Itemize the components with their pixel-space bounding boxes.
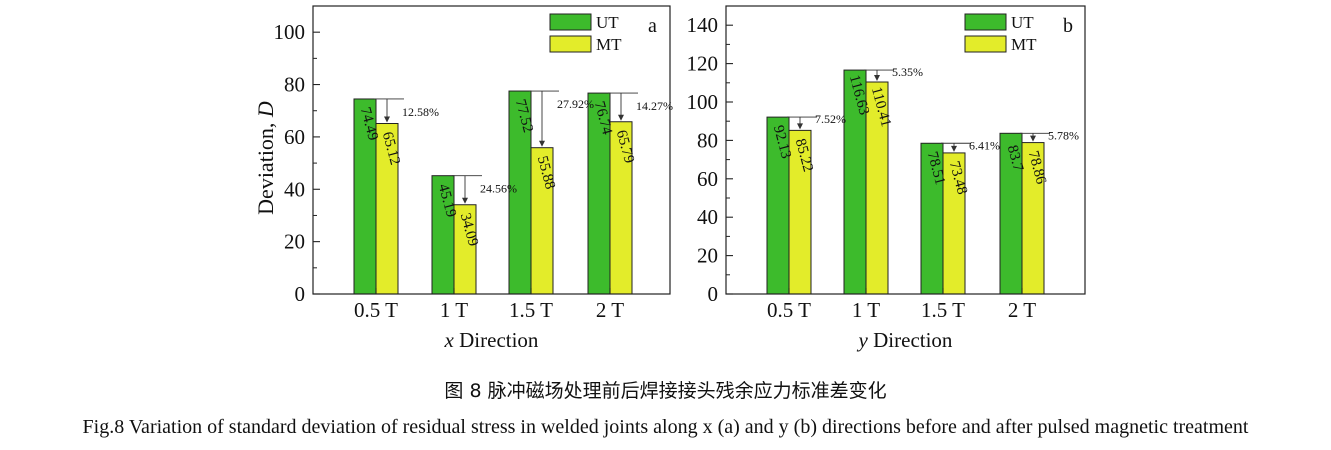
y-tick-label-80: 80 (284, 73, 305, 97)
y-tick-label-40: 40 (284, 177, 305, 201)
y-tick-label-100: 100 (274, 20, 306, 44)
legend-swatch-mt (549, 35, 592, 53)
reduction-label-2: 6.41% (969, 138, 1000, 152)
plot-frame (725, 5, 1086, 295)
legend-label-mt: MT (596, 35, 622, 54)
y-tick-label-0: 0 (708, 282, 719, 306)
reduction-arrow-head-1 (462, 197, 468, 204)
reduction-label-2: 27.92% (557, 97, 594, 111)
y-tick-label-40: 40 (697, 205, 718, 229)
y-tick-label-120: 120 (687, 52, 719, 76)
chart-panel-a: 12.58%24.56%27.92% 14.27%74.4965.1245.193… (253, 5, 673, 352)
chart-panel-b: 7.52%5.35%6.41%5.78%92.1385.22116.63110.… (687, 5, 1086, 352)
figure-caption-chinese: 图 8 脉冲磁场处理前后焊接接头残余应力标准差变化 (444, 380, 887, 402)
value-label-ut-3: 83.7 (1004, 144, 1026, 174)
x-axis-title: x Direction (444, 328, 539, 352)
y-tick-label-100: 100 (687, 90, 719, 114)
reduction-arrow-head-3 (1030, 135, 1036, 142)
plot-frame (312, 5, 671, 295)
x-tick-label-0: 0.5 T (354, 298, 398, 322)
legend-swatch-ut (964, 13, 1007, 31)
x-tick-label-2: 1.5 T (921, 298, 965, 322)
legend-swatch-mt (964, 35, 1007, 53)
legend-label-ut: UT (596, 13, 619, 32)
x-tick-label-1: 1 T (852, 298, 880, 322)
y-tick-label-60: 60 (284, 125, 305, 149)
y-tick-label-60: 60 (697, 167, 718, 191)
x-tick-label-2: 1.5 T (509, 298, 553, 322)
panel-letter: b (1063, 15, 1073, 37)
reduction-arrow-head-2 (539, 140, 545, 147)
x-tick-label-1: 1 T (440, 298, 468, 322)
y-tick-label-20: 20 (697, 244, 718, 268)
y-tick-label-20: 20 (284, 230, 305, 254)
reduction-label-3: 14.27% (636, 99, 673, 113)
y-axis-title: Deviation, D (253, 101, 278, 215)
panel-letter: a (648, 15, 657, 37)
reduction-arrow-head-0 (797, 123, 803, 130)
legend-label-mt: MT (1011, 35, 1037, 54)
reduction-arrow-head-1 (874, 75, 880, 82)
legend-swatch-ut (549, 13, 592, 31)
reduction-arrow-head-2 (951, 145, 957, 152)
y-tick-label-80: 80 (697, 128, 718, 152)
reduction-arrow-head-0 (384, 116, 390, 123)
reduction-label-1: 24.56% (480, 182, 517, 196)
x-axis-title: y Direction (857, 328, 953, 352)
reduction-label-3: 5.78% (1048, 128, 1079, 142)
figure-caption-english: Fig.8 Variation of standard deviation of… (82, 416, 1249, 438)
reduction-arrow-head-3 (618, 114, 624, 121)
reduction-label-1: 5.35% (892, 65, 923, 79)
x-tick-label-0: 0.5 T (767, 298, 811, 322)
y-tick-label-0: 0 (295, 282, 306, 306)
x-tick-label-3: 2 T (1008, 298, 1036, 322)
legend-label-ut: UT (1011, 13, 1034, 32)
x-tick-label-3: 2 T (596, 298, 624, 322)
y-tick-label-140: 140 (687, 13, 719, 37)
reduction-label-0: 7.52% (815, 112, 846, 126)
reduction-label-0: 12.58% (402, 105, 439, 119)
